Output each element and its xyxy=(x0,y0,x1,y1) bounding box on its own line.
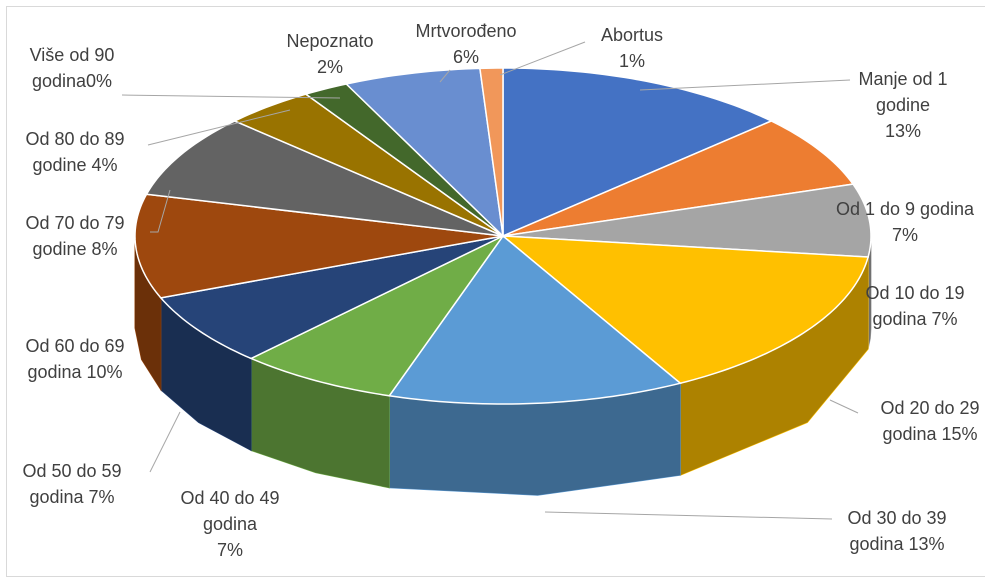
value-label: 0% xyxy=(86,71,113,91)
value-label: 4% xyxy=(91,155,118,175)
leader-line xyxy=(121,94,341,99)
chart-border xyxy=(6,6,985,577)
category-label: Od 50 do 59 godina xyxy=(22,461,122,507)
data-label: Od 70 do 79 godine 8% xyxy=(13,210,138,262)
data-label: Više od 90 godina0% xyxy=(10,42,135,94)
pie-slice-side-shade xyxy=(251,358,390,488)
leader-line xyxy=(829,399,859,414)
category-label: Od 40 do 49 godina xyxy=(180,488,280,534)
category-label: Od 1 do 9 godina xyxy=(835,199,975,219)
data-label: Od 20 do 29 godina 15% xyxy=(869,395,985,447)
pie-slice-side-shade xyxy=(389,383,681,496)
value-label: 13% xyxy=(908,534,945,554)
leader-line xyxy=(639,79,851,91)
value-label: 2% xyxy=(316,57,343,77)
leader-line xyxy=(150,189,171,233)
pie-slice xyxy=(502,67,774,238)
value-label: 7% xyxy=(88,487,115,507)
value-label: 7% xyxy=(931,309,958,329)
data-label: Od 1 do 9 godina 7% xyxy=(815,196,985,248)
category-label: Nepoznato xyxy=(286,31,374,51)
value-label: 13% xyxy=(884,121,922,141)
value-label: 6% xyxy=(452,47,479,67)
value-label: 10% xyxy=(86,362,123,382)
pie-slice xyxy=(134,193,504,299)
value-label: 7% xyxy=(216,540,243,560)
category-label: Od 70 do 79 godine xyxy=(25,213,125,259)
pie-slice xyxy=(249,235,504,397)
value-label: 1% xyxy=(618,51,645,71)
data-label: Od 80 do 89 godine 4% xyxy=(13,126,138,178)
pie-slice-side-shade xyxy=(160,297,252,451)
leader-line xyxy=(544,511,833,520)
leader-line xyxy=(147,109,291,146)
leader-line xyxy=(149,411,181,473)
pie-slice xyxy=(159,235,504,360)
pie-slice-side-shade xyxy=(680,257,869,476)
pie-sides xyxy=(134,235,872,496)
data-label: Od 50 do 59 godina 7% xyxy=(10,458,135,510)
pie-slice xyxy=(502,120,855,237)
value-label: 7% xyxy=(891,225,918,245)
pie-slice xyxy=(344,67,505,239)
data-label: Mrtvorođeno 6% xyxy=(401,18,531,70)
category-label: Mrtvorođeno xyxy=(415,21,517,41)
pie-slice xyxy=(387,234,682,405)
leader-line xyxy=(439,69,451,83)
data-label: Od 60 do 69 godina 10% xyxy=(13,333,138,385)
data-label: Od 30 do 39 godina 13% xyxy=(831,505,963,557)
leader-line xyxy=(499,41,586,76)
pie-slice-side-shade xyxy=(868,236,871,350)
category-label: Manje od 1 godine xyxy=(858,69,948,115)
category-label: Više od 90 godina xyxy=(29,45,115,91)
pie-slice xyxy=(232,93,504,237)
pie-slice xyxy=(145,120,504,237)
value-label: 15% xyxy=(941,424,978,444)
pie-slice-side-shade xyxy=(135,236,161,390)
pie-slice xyxy=(479,67,504,237)
data-label: Manje od 1 godine 13% xyxy=(853,66,953,144)
data-label: Nepoznato 2% xyxy=(280,28,380,80)
data-label: Abortus 1% xyxy=(582,22,682,74)
category-label: Od 10 do 19 godina xyxy=(865,283,965,329)
value-label: 8% xyxy=(91,239,118,259)
category-label: Od 60 do 69 godina xyxy=(25,336,125,382)
category-label: Abortus xyxy=(600,25,664,45)
data-label: Od 10 do 19 godina 7% xyxy=(859,280,971,332)
pie-slice xyxy=(304,83,504,237)
pie-slice xyxy=(502,183,872,258)
pie-slice xyxy=(500,235,870,385)
data-label: Od 40 do 49 godina 7% xyxy=(174,485,286,563)
category-label: Od 20 do 29 godina xyxy=(880,398,980,444)
category-label: Od 80 do 89 godine xyxy=(25,129,125,175)
category-label: Od 30 do 39 godina xyxy=(847,508,947,554)
pie-tops xyxy=(134,67,872,405)
